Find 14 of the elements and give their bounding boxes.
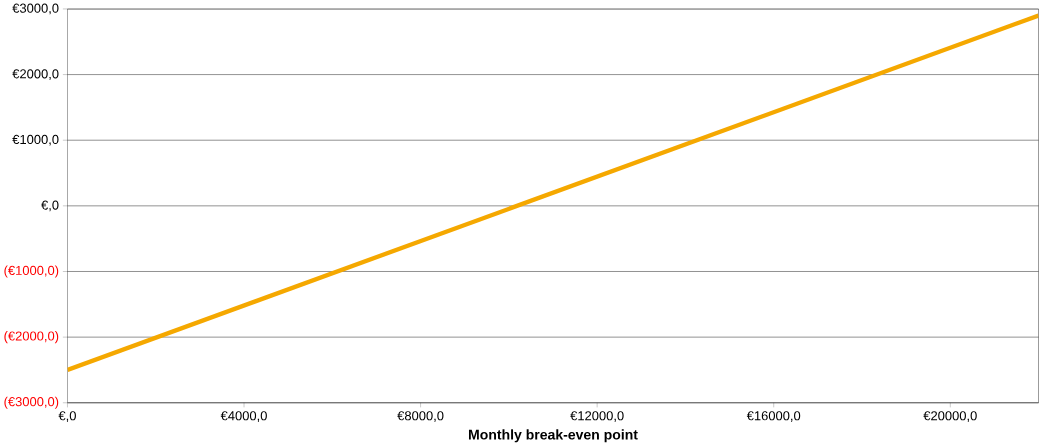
x-axis-title: Monthly break-even point xyxy=(468,429,638,443)
y-tick-label: €1000,0 xyxy=(12,134,59,146)
y-tick-label: (€3000,0) xyxy=(4,396,59,409)
y-tick-label: (€2000,0) xyxy=(4,331,59,344)
x-tick-label: €8000,0 xyxy=(397,411,444,422)
x-tick-label: €16000,0 xyxy=(746,411,801,422)
y-tick-label: €3000,0 xyxy=(12,3,59,15)
x-tick-label: €,0 xyxy=(58,411,76,422)
y-tick-label: €2000,0 xyxy=(12,69,59,80)
x-tick-label: €12000,0 xyxy=(570,411,624,422)
y-tick-label: (€1000,0) xyxy=(4,265,59,278)
x-tick-label: €20000,0 xyxy=(923,411,977,422)
y-tick-label: €,0 xyxy=(41,200,59,212)
x-tick-label: €4000,0 xyxy=(220,411,267,422)
